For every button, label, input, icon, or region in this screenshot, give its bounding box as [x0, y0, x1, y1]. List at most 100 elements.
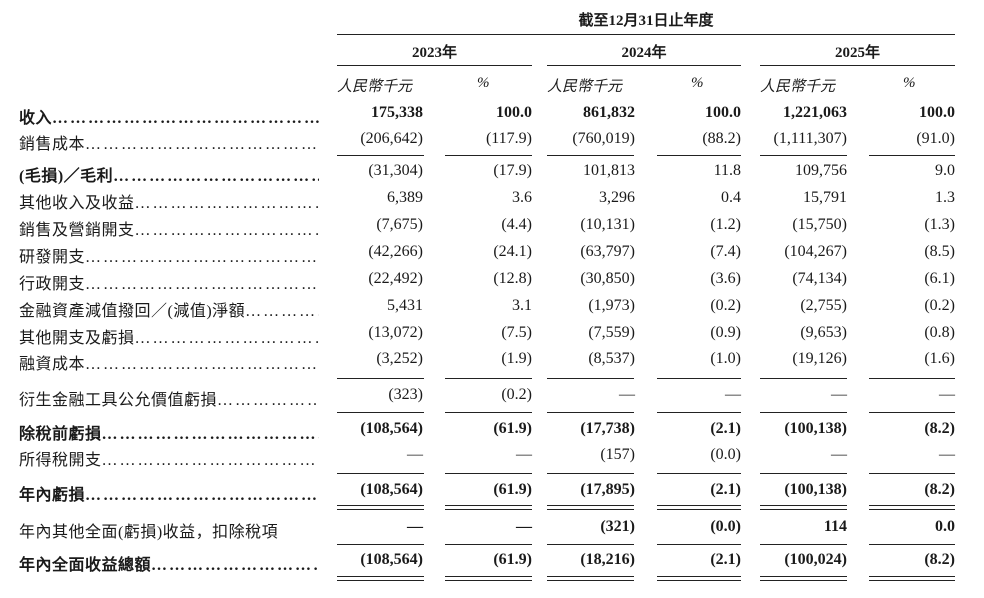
row-label: 除稅前虧損…………………………………………	[19, 426, 319, 443]
cell-2025-rmb: (9,653)	[800, 324, 847, 341]
cell-2023-pct: (117.9)	[485, 130, 532, 147]
row-label: 收入…………………………………………	[19, 110, 319, 127]
total-double-rule	[869, 505, 955, 510]
cell-2023-rmb: (31,304)	[368, 162, 423, 179]
subtotal-rule	[547, 378, 634, 379]
cell-2023-pct: —	[516, 446, 532, 463]
table-row: 收入………………………………………… 175,338 100.0 861,832…	[0, 104, 984, 128]
cell-2023-rmb: (108,564)	[360, 420, 423, 437]
table-row: 年內虧損………………………………………… (108,564) (61.9) (1…	[0, 481, 984, 505]
cell-2025-pct: —	[939, 446, 955, 463]
subtotal-rule	[337, 473, 424, 474]
table-row: 所得稅開支………………………………………… — — (157) (0.0) — …	[0, 446, 984, 470]
cell-2023-rmb: (108,564)	[360, 551, 423, 568]
cell-2024-pct: (0.0)	[710, 518, 741, 535]
row-label: 年內其他全面(虧損)收益，扣除稅項	[19, 524, 279, 541]
row-label: 研發開支…………………………………………	[19, 249, 319, 266]
cell-2023-pct: (17.9)	[493, 162, 532, 179]
cell-2024-rmb: (10,131)	[580, 216, 635, 233]
subtotal-rule	[445, 155, 532, 156]
subtotal-rule	[657, 473, 741, 474]
cell-2024-pct: (0.2)	[710, 297, 741, 314]
cell-2024-rmb: (1,973)	[588, 297, 635, 314]
row-label: 年內虧損…………………………………………	[19, 487, 319, 504]
cell-2024-pct: 100.0	[705, 104, 741, 121]
unit-pct-2024: %	[691, 75, 704, 91]
cell-2025-pct: —	[939, 386, 955, 403]
cell-2023-pct: (0.2)	[501, 386, 532, 403]
row-label: 行政開支…………………………………………	[19, 276, 319, 293]
cell-2023-pct: (61.9)	[493, 551, 532, 568]
subtotal-rule	[760, 155, 847, 156]
unit-rmb-2025: 人民幣千元	[760, 79, 836, 95]
cell-2024-rmb: (7,559)	[588, 324, 635, 341]
total-double-rule	[760, 576, 847, 581]
total-double-rule	[547, 576, 634, 581]
cell-2023-rmb: —	[407, 446, 423, 463]
table-row: (毛損)／毛利………………………………………… (31,304) (17.9) …	[0, 162, 984, 186]
total-double-rule	[445, 505, 532, 510]
subtotal-rule	[869, 473, 955, 474]
table-row: 衍生金融工具公允價值虧損………………………………………… (323) (0.2)…	[0, 386, 984, 410]
cell-2025-pct: (1.6)	[924, 350, 955, 367]
cell-2023-pct: (1.9)	[501, 350, 532, 367]
cell-2024-pct: (0.9)	[710, 324, 741, 341]
table-row: 其他收入及收益………………………………………… 6,389 3.6 3,296 …	[0, 189, 984, 213]
subtotal-rule	[657, 544, 741, 545]
cell-2024-rmb: (18,216)	[580, 551, 635, 568]
subtotal-rule	[869, 378, 955, 379]
cell-2023-pct: (61.9)	[493, 420, 532, 437]
cell-2023-pct: (12.8)	[493, 270, 532, 287]
cell-2025-rmb: (100,024)	[784, 551, 847, 568]
cell-2025-pct: (8.2)	[924, 551, 955, 568]
year-header-2023: 2023年	[411, 45, 457, 61]
cell-2024-rmb: 101,813	[583, 162, 635, 179]
cell-2025-pct: (0.8)	[924, 324, 955, 341]
cell-2023-rmb: 6,389	[387, 189, 423, 206]
cell-2025-pct: (8.5)	[924, 243, 955, 260]
cell-2024-pct: —	[725, 386, 741, 403]
cell-2024-rmb: 3,296	[599, 189, 635, 206]
cell-2024-pct: (88.2)	[702, 130, 741, 147]
subtotal-rule	[869, 544, 955, 545]
cell-2024-rmb: (17,738)	[580, 420, 635, 437]
cell-2023-rmb: (3,252)	[376, 350, 423, 367]
subtotal-rule	[657, 155, 741, 156]
table-row: 年內全面收益總額………………………………………… (108,564) (61.9…	[0, 551, 984, 575]
total-double-rule	[657, 576, 741, 581]
cell-2024-pct: 0.4	[721, 189, 741, 206]
cell-2024-rmb: (321)	[600, 518, 635, 535]
row-label: 所得稅開支…………………………………………	[19, 452, 319, 469]
table-row: 金融資產減值撥回／(減值)淨額………………………………………… 5,431 3.…	[0, 297, 984, 321]
cell-2023-rmb: 5,431	[387, 297, 423, 314]
cell-2025-pct: 100.0	[919, 104, 955, 121]
cell-2025-rmb: 114	[823, 518, 847, 535]
cell-2024-pct: 11.8	[713, 162, 741, 179]
cell-2025-rmb: (74,134)	[792, 270, 847, 287]
cell-2023-pct: (4.4)	[501, 216, 532, 233]
cell-2023-rmb: 175,338	[371, 104, 423, 121]
subtotal-rule	[445, 473, 532, 474]
cell-2023-rmb: (108,564)	[360, 481, 423, 498]
total-double-rule	[337, 505, 424, 510]
cell-2025-pct: (1.3)	[924, 216, 955, 233]
row-label: 其他收入及收益…………………………………………	[19, 195, 319, 212]
total-double-rule	[337, 576, 424, 581]
cell-2024-pct: (3.6)	[710, 270, 741, 287]
row-label: 衍生金融工具公允價值虧損…………………………………………	[19, 392, 319, 409]
cell-2024-rmb: 861,832	[583, 104, 635, 121]
subtotal-rule	[760, 544, 847, 545]
cell-2023-rmb: (7,675)	[376, 216, 423, 233]
cell-2025-pct: (8.2)	[924, 420, 955, 437]
subtotal-rule	[760, 473, 847, 474]
cell-2025-pct: 0.0	[935, 518, 955, 535]
cell-2024-rmb: (157)	[600, 446, 635, 463]
subtotal-rule	[337, 155, 424, 156]
cell-2023-rmb: (42,266)	[368, 243, 423, 260]
table-row: 銷售及營銷開支………………………………………… (7,675) (4.4) (1…	[0, 216, 984, 240]
cell-2023-rmb: (323)	[388, 386, 423, 403]
subtotal-rule	[869, 412, 955, 413]
cell-2025-pct: (8.2)	[924, 481, 955, 498]
period-underline	[337, 34, 955, 35]
cell-2023-rmb: (13,072)	[368, 324, 423, 341]
